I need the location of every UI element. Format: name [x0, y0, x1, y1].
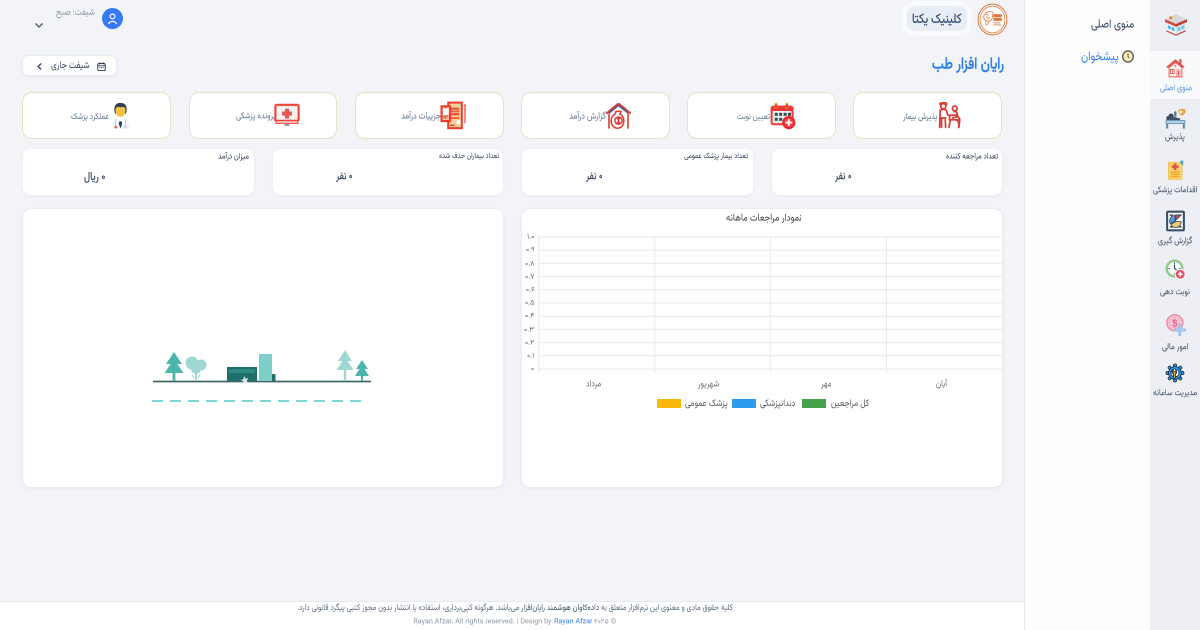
svg-text:$: $	[1172, 319, 1178, 330]
